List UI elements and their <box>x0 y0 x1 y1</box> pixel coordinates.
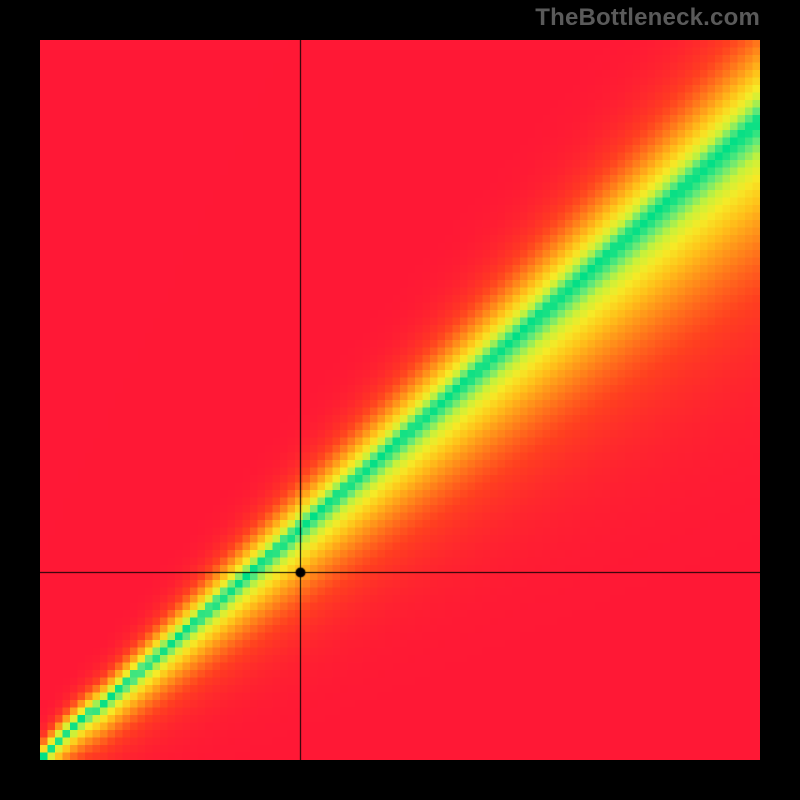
chart-root: TheBottleneck.com <box>0 0 800 800</box>
bottleneck-heatmap <box>40 40 760 760</box>
watermark-text: TheBottleneck.com <box>535 4 760 32</box>
